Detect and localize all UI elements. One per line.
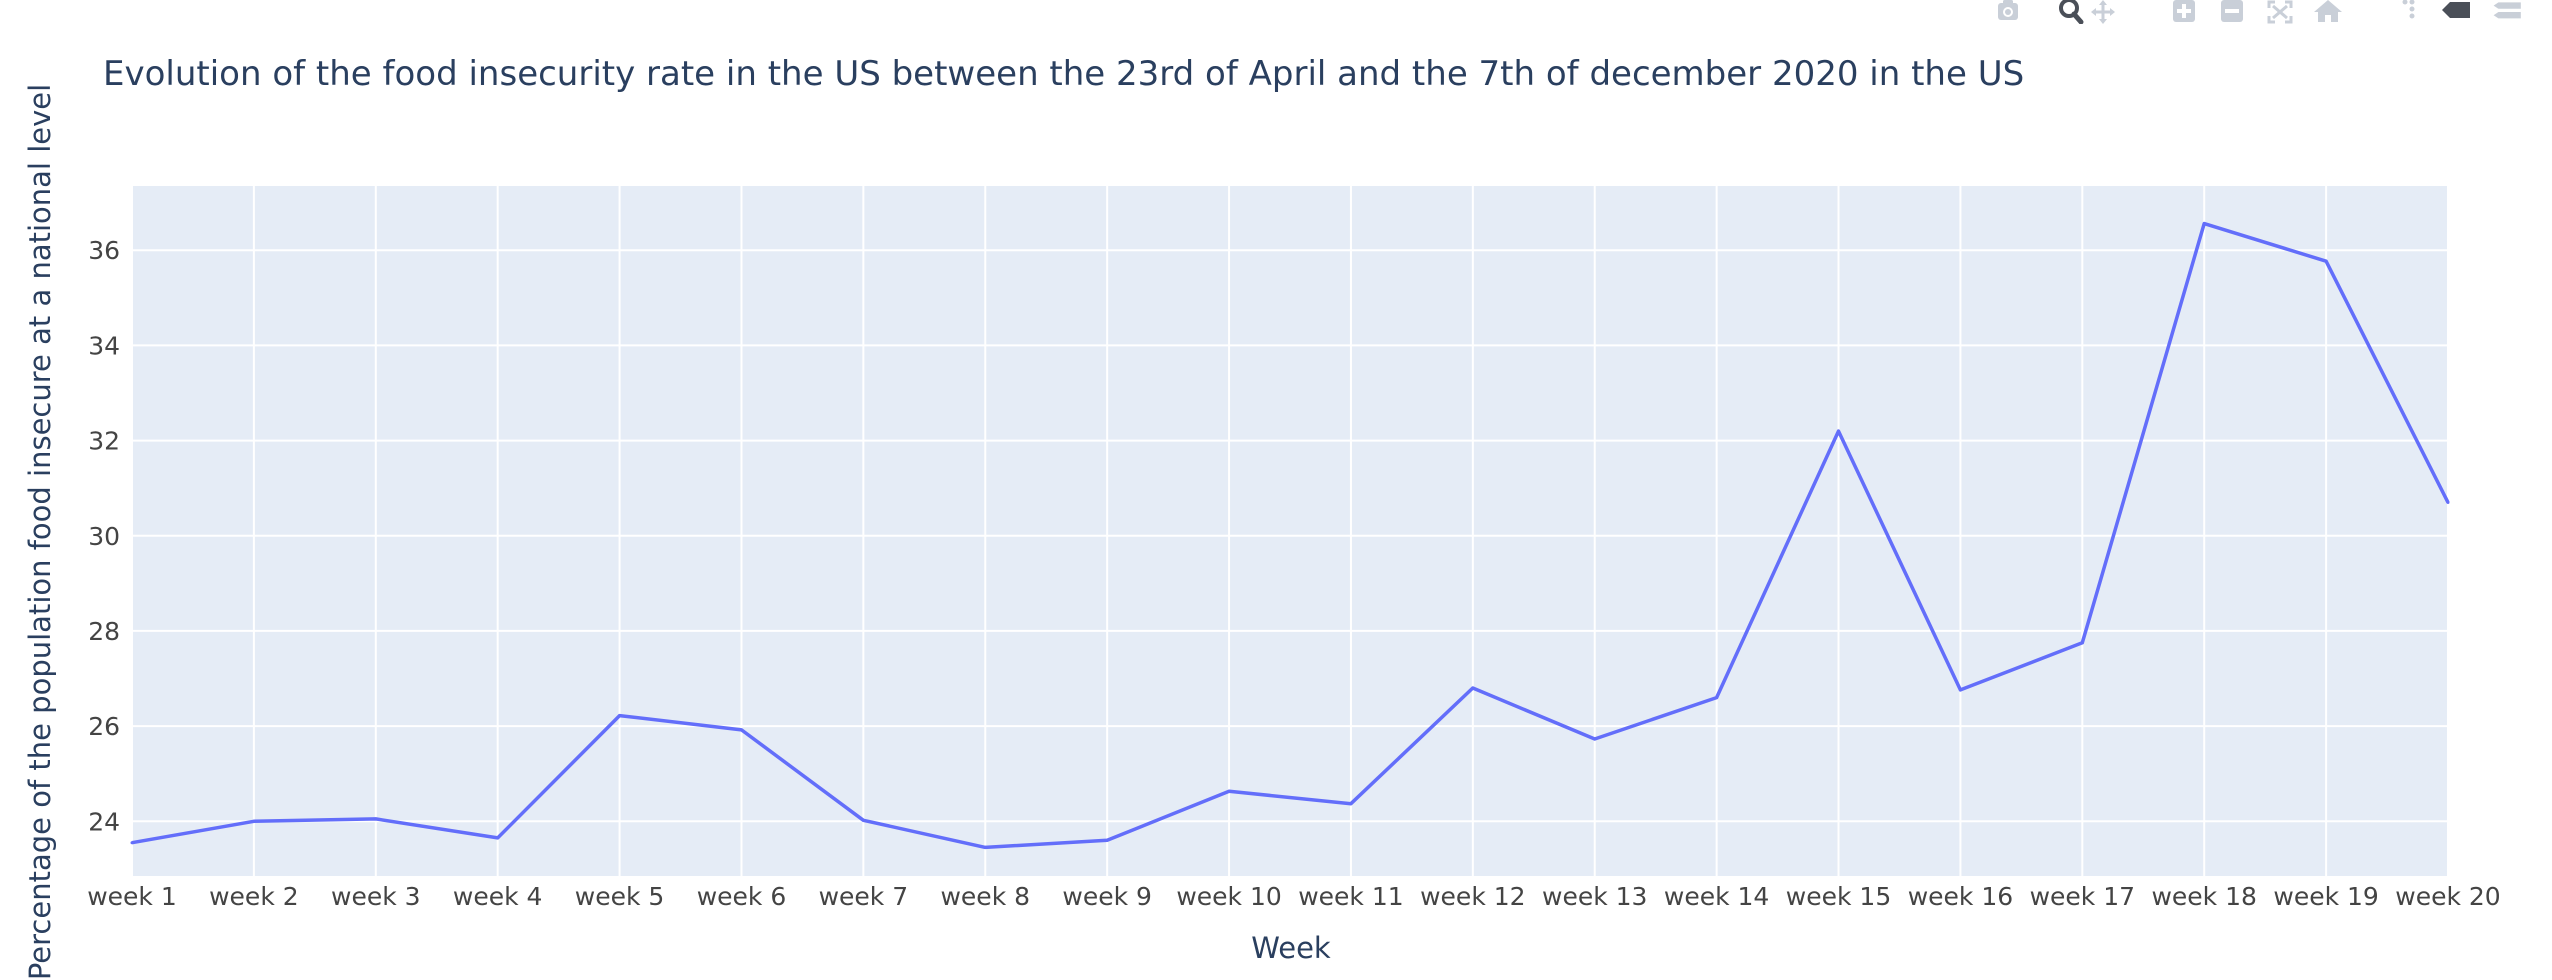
data-point[interactable]	[496, 836, 500, 840]
x-tick-label: week 14	[1664, 882, 1769, 911]
data-point[interactable]	[983, 845, 987, 849]
y-tick-label: 28	[88, 617, 120, 646]
zoom-icon[interactable]	[2055, 0, 2087, 24]
x-tick-label: week 5	[575, 882, 665, 911]
zoom-out-icon[interactable]	[2216, 0, 2248, 24]
x-tick-label: week 7	[819, 882, 909, 911]
data-point[interactable]	[374, 817, 378, 821]
x-tick-label: week 3	[331, 882, 421, 911]
data-point[interactable]	[1958, 688, 1962, 692]
x-tick-label: week 11	[1298, 882, 1403, 911]
data-point[interactable]	[2446, 500, 2450, 504]
plot-area[interactable]	[132, 186, 2448, 876]
y-tick-label: 32	[88, 427, 120, 456]
y-tick-label: 36	[88, 236, 120, 265]
x-tick-label: week 4	[453, 882, 543, 911]
x-tick-label: week 10	[1176, 882, 1281, 911]
data-point[interactable]	[2324, 259, 2328, 263]
data-point[interactable]	[2202, 222, 2206, 226]
x-tick-label: week 6	[697, 882, 787, 911]
y-tick-label: 34	[88, 331, 120, 360]
x-tick-label: week 2	[209, 882, 299, 911]
modebar	[1992, 0, 2552, 24]
data-point[interactable]	[739, 728, 743, 732]
camera-icon[interactable]	[1992, 0, 2024, 24]
data-points	[130, 222, 2450, 849]
x-gridlines	[131, 186, 2449, 876]
data-point[interactable]	[1227, 789, 1231, 793]
data-point[interactable]	[1837, 429, 1841, 433]
spike-icon[interactable]	[2392, 0, 2424, 24]
zoom-in-icon[interactable]	[2168, 0, 2200, 24]
x-tick-label: week 17	[2030, 882, 2135, 911]
chart-title: Evolution of the food insecurity rate in…	[103, 54, 2024, 94]
y-tick-label: 30	[88, 522, 120, 551]
data-point[interactable]	[2080, 641, 2084, 645]
home-icon[interactable]	[2312, 0, 2344, 24]
data-point[interactable]	[618, 714, 622, 718]
y-tick-label: 24	[88, 807, 120, 836]
x-tick-label: week 16	[1908, 882, 2013, 911]
x-tick-label: week 15	[1786, 882, 1891, 911]
y-gridlines	[132, 249, 2448, 823]
y-axis-title: Percentage of the population food insecu…	[23, 84, 57, 980]
x-tick-label: week 1	[87, 882, 177, 911]
data-point[interactable]	[252, 819, 256, 823]
data-point[interactable]	[130, 841, 134, 845]
data-point[interactable]	[1471, 686, 1475, 690]
x-tick-label: week 18	[2151, 882, 2256, 911]
data-point[interactable]	[1593, 737, 1597, 741]
x-tick-label: week 9	[1062, 882, 1152, 911]
x-tick-label: week 19	[2273, 882, 2378, 911]
pan-icon[interactable]	[2087, 0, 2119, 24]
y-axis-ticks: 24 26 28 30 32 34 36	[88, 236, 120, 836]
autoscale-icon[interactable]	[2264, 0, 2296, 24]
x-tick-label: week 8	[940, 882, 1030, 911]
y-tick-label: 26	[88, 712, 120, 741]
x-tick-label: week 13	[1542, 882, 1647, 911]
series-line[interactable]	[131, 221, 2450, 850]
x-tick-label: week 20	[2395, 882, 2500, 911]
data-point[interactable]	[1715, 696, 1719, 700]
data-point[interactable]	[1349, 802, 1353, 806]
data-point[interactable]	[1105, 838, 1109, 842]
x-tick-label: week 12	[1420, 882, 1525, 911]
x-axis-title: Week	[1251, 931, 1331, 965]
x-axis-ticks: week 1 week 2 week 3 week 4 week 5 week 6 week…	[87, 882, 2501, 911]
hover-closest-icon[interactable]	[2440, 0, 2472, 24]
hover-compare-icon[interactable]	[2492, 0, 2524, 24]
data-point[interactable]	[861, 818, 865, 822]
